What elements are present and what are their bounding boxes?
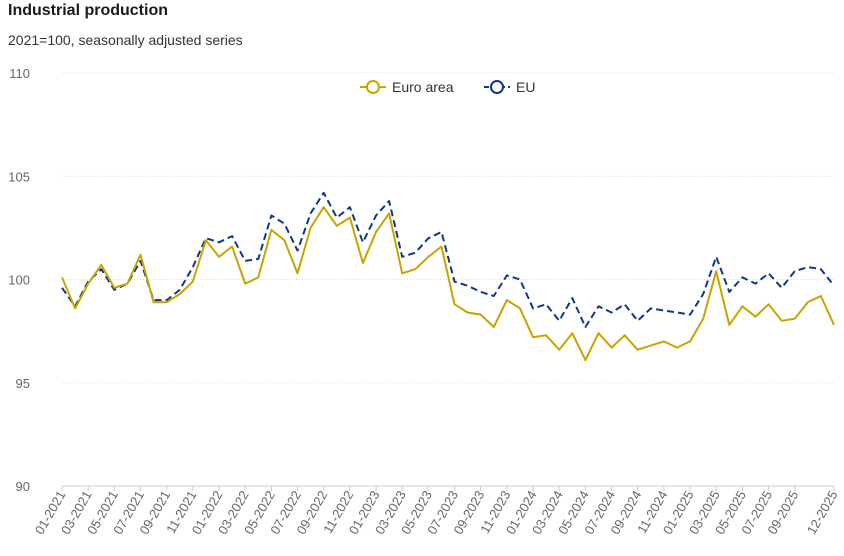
legend: Euro area EU — [360, 79, 535, 95]
series-lines — [61, 191, 835, 361]
y-tick-label: 95 — [16, 376, 30, 391]
chart-subtitle: 2021=100, seasonally adjusted series — [8, 32, 243, 48]
chart-title: Industrial production — [8, 2, 168, 19]
y-tick-label: 110 — [9, 66, 30, 81]
legend-label: Euro area — [392, 79, 454, 95]
y-tick-label: 90 — [16, 479, 30, 494]
legend-item-eu[interactable]: EU — [484, 79, 535, 95]
y-tick-label: 100 — [8, 273, 30, 288]
x-tick-label: 12-2025 — [804, 488, 841, 537]
y-tick-label: 105 — [8, 169, 30, 184]
series-line-eu — [61, 191, 835, 328]
legend-item-euro-area[interactable]: Euro area — [360, 79, 454, 95]
x-axis: 01-202103-202105-202107-202109-202111-20… — [32, 485, 841, 537]
legend-marker-icon — [366, 80, 380, 94]
y-axis: 90 95 100 105 110 — [8, 66, 30, 494]
legend-label: EU — [516, 79, 535, 95]
series-line-euro-area — [61, 206, 835, 361]
legend-marker-icon — [490, 80, 504, 94]
